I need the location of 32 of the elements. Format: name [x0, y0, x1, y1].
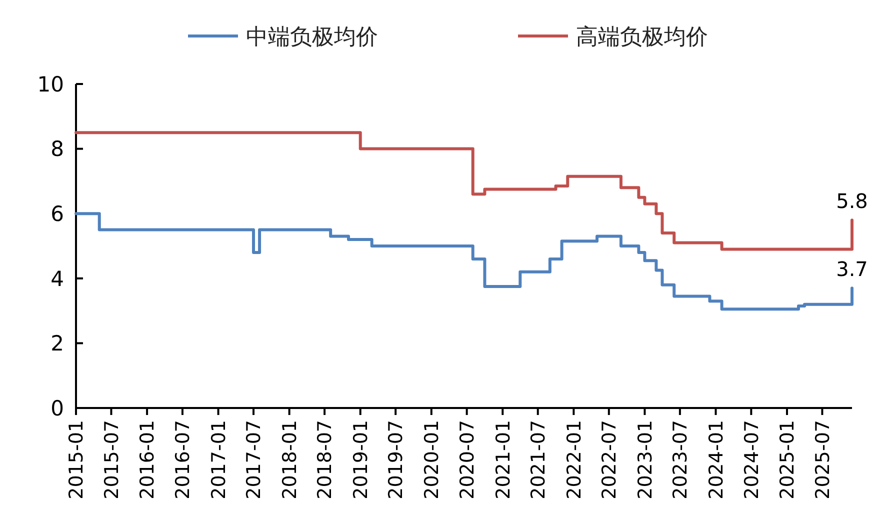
- y-tick-label: 8: [50, 137, 64, 162]
- x-tick-label: 2023-01: [634, 420, 656, 500]
- x-tick-label: 2023-07: [670, 420, 692, 500]
- x-tick-label: 2019-07: [385, 420, 408, 500]
- x-tick-label: 2020-01: [421, 420, 444, 500]
- data-label: 3.7: [836, 257, 868, 282]
- x-tick-label: 2021-01: [492, 420, 514, 500]
- x-tick-label: 2016-07: [172, 420, 194, 500]
- x-tick-label: 2020-07: [456, 420, 478, 500]
- x-tick-label: 2016-01: [136, 420, 159, 500]
- x-tick-label: 2018-07: [314, 420, 336, 500]
- x-tick-label: 2025-01: [776, 420, 799, 500]
- legend-label: 中端负极均价: [246, 25, 378, 50]
- y-tick-label: 2: [50, 332, 64, 356]
- x-tick-label: 2024-01: [705, 420, 728, 500]
- x-tick-label: 2015-01: [66, 420, 88, 500]
- x-tick-label: 2024-07: [740, 420, 763, 500]
- legend-label: 高端负极均价: [576, 25, 708, 50]
- y-tick-label: 0: [50, 396, 64, 420]
- x-tick-label: 2015-07: [100, 420, 123, 500]
- x-tick-label: 2025-07: [812, 420, 834, 500]
- x-tick-label: 2017-01: [208, 420, 230, 500]
- x-tick-label: 2018-01: [278, 420, 301, 500]
- data-label: 5.8: [836, 189, 868, 214]
- x-tick-label: 2021-07: [528, 420, 550, 500]
- x-tick-label: 2017-07: [243, 420, 266, 500]
- x-tick-label: 2019-01: [350, 420, 372, 500]
- y-tick-label: 10: [37, 72, 64, 96]
- x-tick-label: 2022-07: [598, 420, 621, 500]
- x-tick-label: 2022-01: [563, 420, 586, 500]
- y-tick-label: 6: [50, 202, 64, 226]
- y-tick-label: 4: [50, 266, 64, 291]
